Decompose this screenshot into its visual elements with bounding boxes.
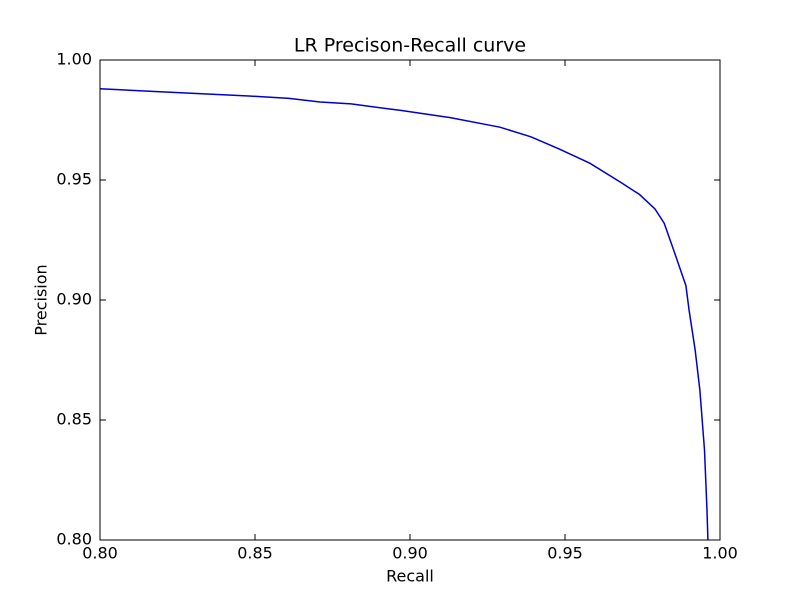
y-tick-label: 0.95	[56, 170, 92, 189]
y-tick-label: 0.80	[56, 530, 92, 549]
line-series	[99, 88, 709, 541]
y-tick-label: 0.85	[56, 410, 92, 429]
x-tick-label: 0.80	[82, 544, 118, 563]
plot-frame	[99, 59, 721, 541]
x-tick-label: 0.95	[547, 544, 583, 563]
y-tick-label: 1.00	[56, 50, 92, 69]
chart-title: LR Precison-Recall curve	[294, 35, 526, 57]
x-tick-label: 1.00	[702, 544, 738, 563]
y-tick-label: 0.90	[56, 290, 92, 309]
x-axis-label: Recall	[386, 567, 434, 586]
x-tick-label: 0.90	[392, 544, 428, 563]
y-axis-label: Precision	[32, 264, 51, 335]
x-tick-label: 0.85	[237, 544, 273, 563]
